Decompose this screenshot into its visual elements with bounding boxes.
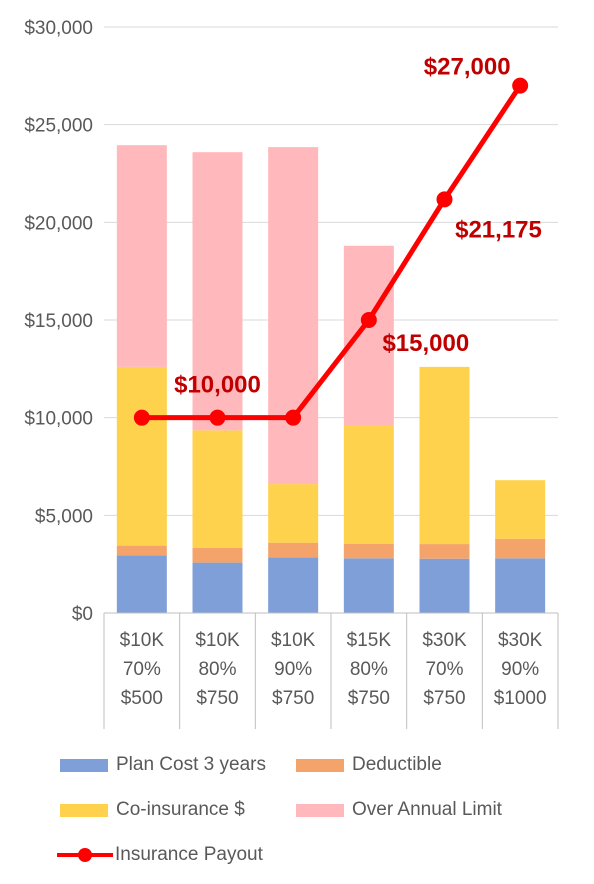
bar-segment bbox=[419, 558, 470, 613]
data-label: $15,000 bbox=[382, 330, 469, 357]
bar-segment bbox=[116, 145, 167, 367]
x-tick-label: $1000 bbox=[494, 688, 547, 709]
bar-segment bbox=[192, 562, 243, 613]
payout-point bbox=[209, 409, 226, 426]
data-label: $27,000 bbox=[424, 54, 511, 81]
bar-segment bbox=[268, 147, 319, 485]
bar-segment bbox=[343, 543, 394, 559]
x-tick-label: $750 bbox=[423, 688, 465, 709]
bar-segment bbox=[495, 480, 546, 539]
x-tick-label: 90% bbox=[501, 659, 539, 680]
payout-line-path bbox=[141, 84, 523, 421]
bar-segment bbox=[268, 542, 319, 558]
bar-segment bbox=[192, 430, 243, 548]
y-tick-label: $0 bbox=[72, 604, 93, 625]
bar-segment bbox=[268, 484, 319, 543]
data-label: $21,175 bbox=[455, 216, 542, 243]
bar-segment bbox=[343, 425, 394, 544]
x-tick-label: 80% bbox=[198, 659, 236, 680]
x-tick-label: $750 bbox=[272, 688, 314, 709]
y-tick-label: $10,000 bbox=[24, 409, 93, 430]
bar-segment bbox=[495, 558, 546, 613]
payout-line bbox=[133, 77, 529, 426]
x-tick-label: 70% bbox=[123, 659, 161, 680]
x-tick-label: $750 bbox=[348, 688, 390, 709]
y-tick-label: $5,000 bbox=[35, 506, 93, 527]
payout-point bbox=[133, 409, 150, 426]
bar-segment bbox=[116, 366, 167, 546]
x-tick-label: $30K bbox=[498, 630, 543, 651]
y-tick-label: $20,000 bbox=[24, 213, 93, 234]
x-tick-label: $10K bbox=[271, 630, 316, 651]
bar-segment bbox=[419, 366, 470, 545]
payout-point bbox=[512, 77, 529, 94]
bar-segment bbox=[116, 545, 167, 556]
bar-segment bbox=[192, 547, 243, 563]
x-tick-label: 80% bbox=[350, 659, 388, 680]
payout-point bbox=[436, 191, 453, 208]
y-tick-label: $25,000 bbox=[24, 116, 93, 137]
payout-point bbox=[285, 409, 302, 426]
bar-segment bbox=[419, 544, 470, 559]
y-tick-label: $30,000 bbox=[24, 18, 93, 39]
x-tick-label: $10K bbox=[195, 630, 240, 651]
y-axis-ticks: $0 $5,000 $10,000 $15,000 $20,000 $25,000 $30,… bbox=[24, 18, 93, 625]
x-tick-label: $30K bbox=[422, 630, 467, 651]
x-tick-label: $10K bbox=[120, 630, 165, 651]
bar-segment bbox=[268, 557, 319, 613]
bar-segment bbox=[343, 558, 394, 613]
payout-point bbox=[360, 312, 377, 328]
y-tick-label: $15,000 bbox=[24, 311, 93, 332]
x-tick-label: 90% bbox=[274, 659, 312, 680]
x-tick-label: $500 bbox=[121, 688, 163, 709]
gridlines bbox=[104, 26, 558, 516]
x-axis: $10K 70% $500 $10K 80% $750 $10K 90% $750 $15K 80%… bbox=[103, 612, 559, 729]
data-label: $10,000 bbox=[174, 372, 261, 399]
x-tick-label: $15K bbox=[347, 630, 392, 651]
bar-segment bbox=[495, 538, 546, 559]
data-labels: $10,000 $15,000 $21,175 $27,000 bbox=[174, 54, 542, 399]
bar-segment bbox=[343, 245, 394, 426]
bar-segment bbox=[116, 555, 167, 613]
bars bbox=[116, 145, 546, 613]
x-tick-label: 70% bbox=[425, 659, 463, 680]
bar-segment bbox=[192, 152, 243, 431]
x-tick-label: $750 bbox=[196, 688, 238, 709]
